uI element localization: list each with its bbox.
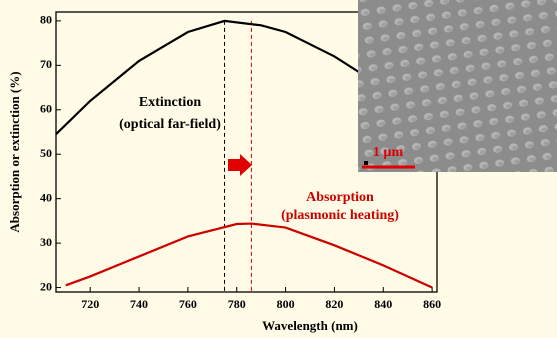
y-tick-label: 30 — [40, 235, 52, 249]
y-tick-label: 60 — [40, 102, 52, 116]
y-tick-label: 40 — [40, 190, 52, 204]
y-tick-label: 70 — [40, 57, 52, 71]
y-tick-label: 20 — [40, 279, 52, 293]
x-axis-title: Wavelength (nm) — [262, 318, 358, 333]
x-tick-label: 780 — [228, 297, 246, 311]
annotation: (plasmonic heating) — [281, 208, 399, 223]
x-tick-label: 860 — [423, 297, 441, 311]
annotation: Absorption — [306, 190, 374, 205]
line-series — [65, 222, 433, 289]
arrow — [228, 154, 252, 176]
x-tick-label: 740 — [130, 297, 148, 311]
y-tick-label: 50 — [40, 146, 52, 160]
annotation: (optical far-field) — [119, 117, 221, 132]
y-tick-label: 80 — [40, 13, 52, 27]
x-tick-label: 840 — [374, 297, 392, 311]
scale-marker — [364, 161, 368, 165]
x-tick-label: 800 — [277, 297, 295, 311]
x-tick-label: 760 — [179, 297, 197, 311]
annotation: Extinction — [139, 95, 201, 110]
scale-label: 1 µm — [373, 145, 404, 160]
x-tick-label: 820 — [325, 297, 343, 311]
y-axis-title: Absorption or extinction (%) — [7, 71, 22, 232]
inset-image — [358, 0, 557, 172]
x-tick-label: 720 — [81, 297, 99, 311]
